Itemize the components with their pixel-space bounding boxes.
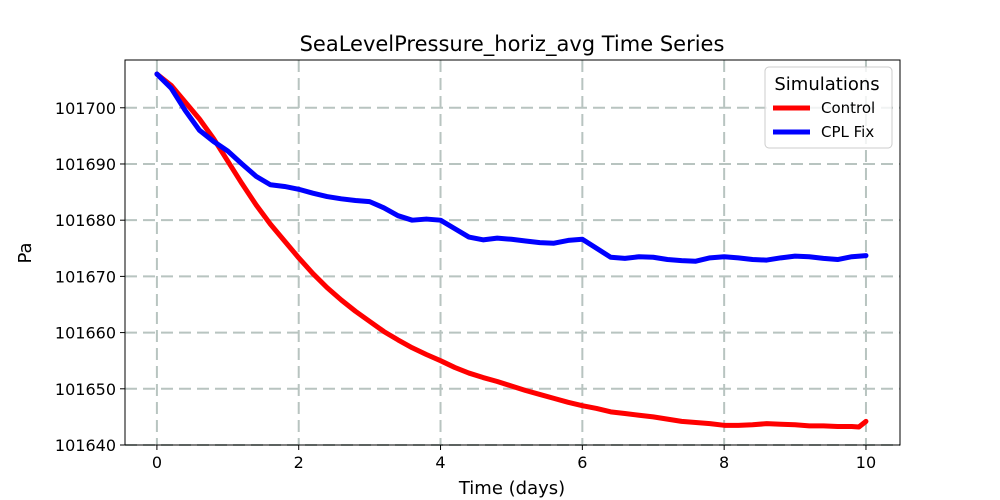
series-lines <box>154 71 869 430</box>
y-tick-label: 101640 <box>55 436 116 455</box>
x-tick-label: 10 <box>856 453 876 472</box>
y-tick-label: 101650 <box>55 380 116 399</box>
series-line-cpl-fix <box>154 71 869 264</box>
legend-label-control: Control <box>821 99 875 117</box>
plot-frame <box>124 59 901 446</box>
x-tick-label: 2 <box>294 453 304 472</box>
y-tick-label: 101660 <box>55 324 116 343</box>
series-line-control <box>154 71 869 430</box>
y-axis-label: Pa <box>15 242 36 263</box>
axis-ticks: 0 2 4 6 8 10 101640 101650 101660 101670 101680 101… <box>55 99 876 472</box>
x-tick-label: 4 <box>435 453 445 472</box>
y-tick-label: 101700 <box>55 99 116 118</box>
legend-label-cpl-fix: CPL Fix <box>821 123 874 141</box>
y-tick-label: 101680 <box>55 211 116 230</box>
legend: Simulations Control CPL Fix <box>764 66 893 149</box>
x-tick-label: 6 <box>577 453 587 472</box>
y-tick-label: 101670 <box>55 267 116 286</box>
y-tick-label: 101690 <box>55 155 116 174</box>
x-tick-label: 0 <box>152 453 162 472</box>
x-axis-label: Time (days) <box>458 478 565 499</box>
chart-title: SeaLevelPressure_horiz_avg Time Series <box>300 32 725 57</box>
x-tick-label: 8 <box>719 453 729 472</box>
legend-title: Simulations <box>774 74 879 95</box>
legend-box <box>764 66 893 149</box>
